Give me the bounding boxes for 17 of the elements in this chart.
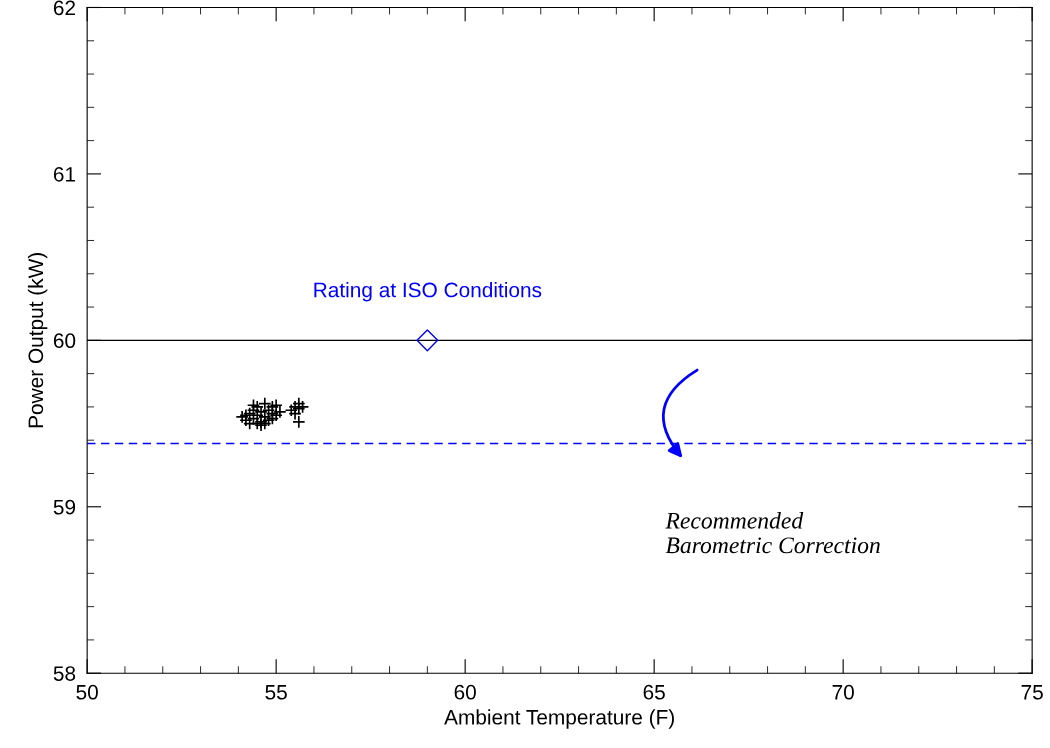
y-tick-label: 59 <box>53 499 76 515</box>
x-tick-label: 55 <box>265 685 287 700</box>
y-tick-label: 62 <box>53 0 75 16</box>
y-tick-label: 61 <box>53 166 76 182</box>
x-tick-label: 50 <box>76 684 98 700</box>
x-tick-label: 65 <box>643 684 665 700</box>
point <box>292 415 306 429</box>
y-tick-label: 60 <box>53 333 76 349</box>
x-tick-label: 70 <box>832 684 854 700</box>
point <box>416 329 439 352</box>
annotation: Recommended Barometric Correction <box>665 512 880 554</box>
annotation: Rating at ISO Conditions <box>314 282 542 302</box>
x-axis-title: Ambient Temperature (F) <box>444 709 674 729</box>
y-axis-title: Power Output (kW) <box>27 253 48 428</box>
y-tick-label: 58 <box>53 666 76 681</box>
x-tick-label: 75 <box>1021 685 1043 700</box>
x-tick-label: 60 <box>454 684 476 700</box>
